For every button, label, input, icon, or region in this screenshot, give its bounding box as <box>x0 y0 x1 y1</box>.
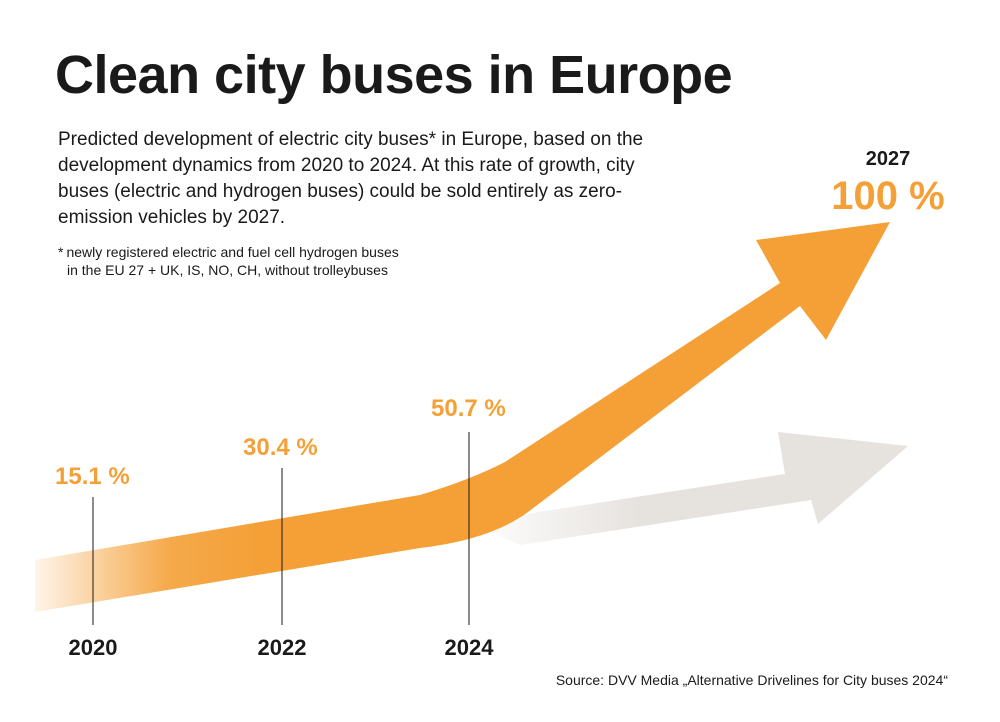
value-label-2024: 50.7 % <box>431 395 506 422</box>
footnote-mark: * <box>58 244 64 260</box>
footnote-line-1: newly registered electric and fuel cell … <box>66 244 399 260</box>
chart-subtitle: Predicted development of electric city b… <box>58 129 644 228</box>
chart-title: Clean city buses in Europe <box>55 45 733 105</box>
orange-growth-arrow <box>35 222 890 612</box>
gray-trend-arrow <box>468 432 908 545</box>
footnote: * newly registered electric and fuel cell… <box>58 243 478 279</box>
value-label-2022: 30.4 % <box>243 434 318 461</box>
x-label-2020: 2020 <box>69 635 118 660</box>
value-label-2027: 100 % <box>831 174 944 218</box>
x-label-2024: 2024 <box>445 635 495 660</box>
footnote-line-2: in the EU 27 + UK, IS, NO, CH, without t… <box>67 262 388 278</box>
year-label-2027: 2027 <box>866 148 911 170</box>
source-note: Source: DVV Media „Alternative Driveline… <box>555 672 948 688</box>
value-label-2020: 15.1 % <box>55 463 130 490</box>
x-label-2022: 2022 <box>258 635 307 660</box>
